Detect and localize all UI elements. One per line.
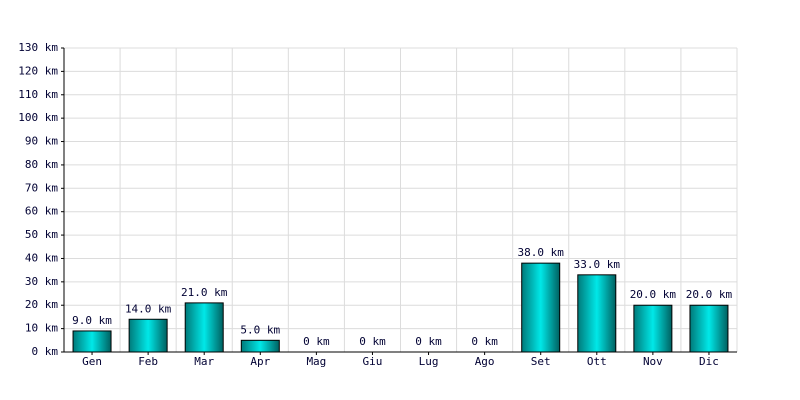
y-tick-label: 100 km — [18, 111, 58, 124]
bar — [240, 339, 280, 353]
bar — [577, 274, 617, 353]
x-tick-label: Nov — [643, 355, 663, 368]
bar — [184, 302, 224, 353]
x-tick-label: Giu — [363, 355, 383, 368]
x-tick-label: Ott — [587, 355, 607, 368]
x-tick-label: Feb — [138, 355, 158, 368]
bar — [521, 262, 561, 353]
x-tick-label: Lug — [419, 355, 439, 368]
y-tick-label: 80 km — [25, 158, 58, 171]
x-tick-label: Set — [531, 355, 551, 368]
y-tick-label: 60 km — [25, 205, 58, 218]
bar — [128, 318, 168, 353]
value-label: 5.0 km — [240, 323, 280, 336]
bar — [633, 304, 673, 353]
value-label: 9.0 km — [72, 314, 112, 327]
x-tick-label: Ago — [475, 355, 495, 368]
bar — [689, 304, 729, 353]
bar — [72, 330, 112, 353]
value-label: 0 km — [359, 335, 386, 348]
y-tick-label: 130 km — [18, 41, 58, 54]
y-tick-label: 120 km — [18, 64, 58, 77]
y-tick-label: 110 km — [18, 88, 58, 101]
x-tick-label: Apr — [250, 355, 270, 368]
x-tick-label: Dic — [699, 355, 719, 368]
y-tick-label: 0 km — [32, 345, 59, 358]
value-label: 33.0 km — [574, 258, 621, 271]
y-tick-label: 70 km — [25, 181, 58, 194]
value-label: 38.0 km — [518, 246, 565, 259]
value-label: 0 km — [415, 335, 442, 348]
y-tick-label: 30 km — [25, 275, 58, 288]
value-label: 20.0 km — [686, 288, 733, 301]
x-tick-label: Mar — [194, 355, 214, 368]
value-label: 20.0 km — [630, 288, 677, 301]
y-tick-label: 20 km — [25, 298, 58, 311]
x-tick-label: Gen — [82, 355, 102, 368]
value-label: 0 km — [303, 335, 330, 348]
y-tick-label: 10 km — [25, 322, 58, 335]
value-label: 14.0 km — [125, 302, 172, 315]
y-tick-label: 50 km — [25, 228, 58, 241]
x-tick-label: Mag — [306, 355, 326, 368]
value-label: 0 km — [471, 335, 498, 348]
value-label: 21.0 km — [181, 286, 228, 299]
y-tick-label: 90 km — [25, 135, 58, 148]
y-tick-label: 40 km — [25, 251, 58, 264]
